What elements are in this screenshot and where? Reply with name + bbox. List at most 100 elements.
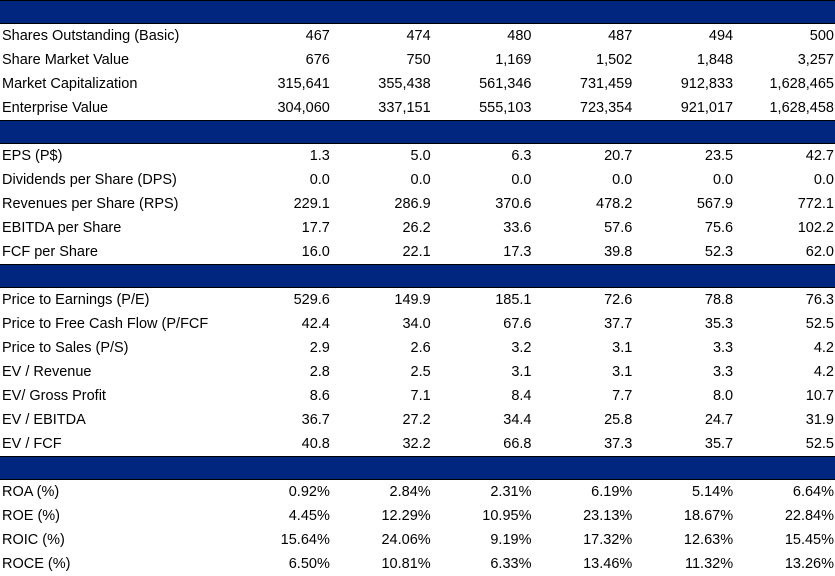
table-cell: 26.2 bbox=[331, 216, 432, 240]
table-cell: 36.7 bbox=[230, 408, 331, 432]
table-cell: 500 bbox=[734, 24, 835, 49]
table-cell: 7.1 bbox=[331, 384, 432, 408]
table-cell: 31.9 bbox=[734, 408, 835, 432]
table-cell: 480 bbox=[432, 24, 533, 49]
table-cell: 555,103 bbox=[432, 96, 533, 121]
table-cell: 474 bbox=[331, 24, 432, 49]
table-cell: 3,257 bbox=[734, 48, 835, 72]
table-cell: 6.3 bbox=[432, 144, 533, 169]
table-cell: 0.0 bbox=[331, 168, 432, 192]
table-cell: 772.1 bbox=[734, 192, 835, 216]
table-cell: 22.1 bbox=[331, 240, 432, 265]
row-label: EBITDA per Share bbox=[0, 216, 230, 240]
table-cell: 2.84% bbox=[331, 480, 432, 505]
table-cell: 731,459 bbox=[532, 72, 633, 96]
table-cell: 9.19% bbox=[432, 528, 533, 552]
table-cell: 32.2 bbox=[331, 432, 432, 457]
table-cell: 37.3 bbox=[532, 432, 633, 457]
table-cell: 6.19% bbox=[532, 480, 633, 505]
table-cell: 467 bbox=[230, 24, 331, 49]
table-cell: 17.7 bbox=[230, 216, 331, 240]
row-label: EV / FCF bbox=[0, 432, 230, 457]
table-row: ROE (%)4.45%12.29%10.95%23.13%18.67%22.8… bbox=[0, 504, 835, 528]
table-cell: 0.92% bbox=[230, 480, 331, 505]
table-cell: 40.8 bbox=[230, 432, 331, 457]
table-cell: 20.7 bbox=[532, 144, 633, 169]
table-cell: 1,628,465 bbox=[734, 72, 835, 96]
table-cell: 3.3 bbox=[633, 336, 734, 360]
table-cell: 529.6 bbox=[230, 288, 331, 313]
table-cell: 34.4 bbox=[432, 408, 533, 432]
table-cell: 229.1 bbox=[230, 192, 331, 216]
table-cell: 25.8 bbox=[532, 408, 633, 432]
table-cell: 1,628,458 bbox=[734, 96, 835, 121]
table-cell: 315,641 bbox=[230, 72, 331, 96]
table-cell: 39.8 bbox=[532, 240, 633, 265]
table-cell: 52.5 bbox=[734, 312, 835, 336]
table-cell: 27.2 bbox=[331, 408, 432, 432]
row-label: EV / EBITDA bbox=[0, 408, 230, 432]
table-cell: 13.46% bbox=[532, 552, 633, 576]
table-cell: 355,438 bbox=[331, 72, 432, 96]
table-cell: 8.6 bbox=[230, 384, 331, 408]
table-cell: 15.64% bbox=[230, 528, 331, 552]
table-cell: 57.6 bbox=[532, 216, 633, 240]
table-cell: 487 bbox=[532, 24, 633, 49]
table-cell: 102.2 bbox=[734, 216, 835, 240]
table-cell: 1.3 bbox=[230, 144, 331, 169]
table-cell: 478.2 bbox=[532, 192, 633, 216]
row-label: Revenues per Share (RPS) bbox=[0, 192, 230, 216]
table-cell: 1,502 bbox=[532, 48, 633, 72]
table-cell: 8.4 bbox=[432, 384, 533, 408]
table-cell: 6.64% bbox=[734, 480, 835, 505]
table-cell: 1,848 bbox=[633, 48, 734, 72]
row-label: Enterprise Value bbox=[0, 96, 230, 121]
table-cell: 52.3 bbox=[633, 240, 734, 265]
section-band bbox=[0, 457, 835, 480]
table-cell: 34.0 bbox=[331, 312, 432, 336]
section-band-fill bbox=[0, 457, 835, 480]
section-band bbox=[0, 121, 835, 144]
table-cell: 4.2 bbox=[734, 360, 835, 384]
row-label: Shares Outstanding (Basic) bbox=[0, 24, 230, 49]
table-cell: 76.3 bbox=[734, 288, 835, 313]
table-cell: 723,354 bbox=[532, 96, 633, 121]
section-band-fill bbox=[0, 265, 835, 288]
table-cell: 4.2 bbox=[734, 336, 835, 360]
table-cell: 2.9 bbox=[230, 336, 331, 360]
table-cell: 2.5 bbox=[331, 360, 432, 384]
row-label: Market Capitalization bbox=[0, 72, 230, 96]
table-cell: 304,060 bbox=[230, 96, 331, 121]
section-band-fill bbox=[0, 121, 835, 144]
row-label: ROCE (%) bbox=[0, 552, 230, 576]
section-band bbox=[0, 1, 835, 24]
table-cell: 3.1 bbox=[432, 360, 533, 384]
table-cell: 23.5 bbox=[633, 144, 734, 169]
table-cell: 3.1 bbox=[532, 336, 633, 360]
table-cell: 67.6 bbox=[432, 312, 533, 336]
table-cell: 912,833 bbox=[633, 72, 734, 96]
table-cell: 15.45% bbox=[734, 528, 835, 552]
table-cell: 17.3 bbox=[432, 240, 533, 265]
row-label: ROE (%) bbox=[0, 504, 230, 528]
row-label: EV / Revenue bbox=[0, 360, 230, 384]
table-cell: 567.9 bbox=[633, 192, 734, 216]
table-cell: 66.8 bbox=[432, 432, 533, 457]
row-label: Price to Earnings (P/E) bbox=[0, 288, 230, 313]
table-cell: 12.29% bbox=[331, 504, 432, 528]
table-cell: 17.32% bbox=[532, 528, 633, 552]
table-cell: 3.1 bbox=[532, 360, 633, 384]
